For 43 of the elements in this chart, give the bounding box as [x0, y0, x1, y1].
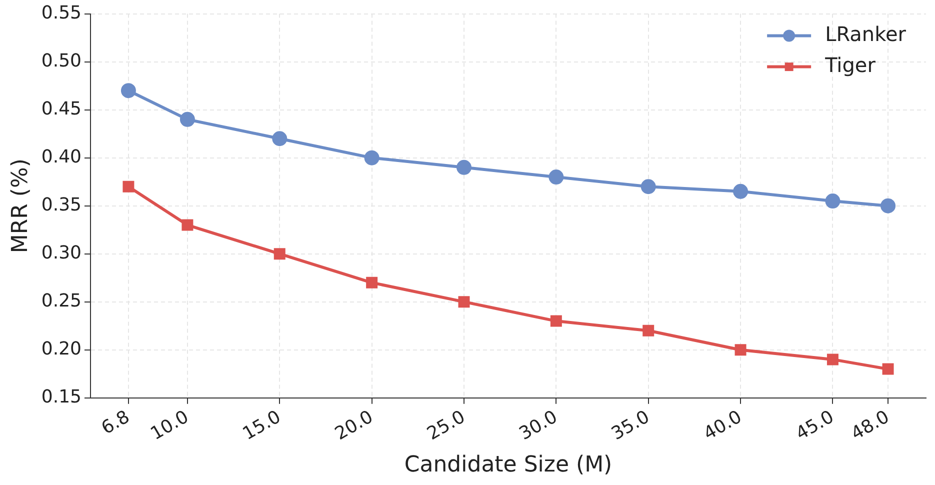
- point: [825, 194, 840, 209]
- x-axis-title: Candidate Size (M): [404, 452, 612, 478]
- x-tick-label: 45.0: [792, 406, 838, 445]
- legend-label: Tiger: [824, 53, 876, 78]
- point: [122, 180, 134, 192]
- point: [180, 112, 195, 127]
- point: [120, 83, 136, 98]
- y-tick-label: 0.25: [41, 290, 82, 312]
- point: [882, 363, 894, 375]
- y-tick-label: 0.55: [41, 2, 82, 24]
- point: [642, 324, 654, 336]
- y-tick-label: 0.40: [41, 146, 82, 168]
- y-tick-label: 0.20: [41, 338, 82, 360]
- x-tick-label: 35.0: [608, 406, 654, 445]
- point: [548, 170, 564, 185]
- y-tick-label: 0.45: [41, 98, 82, 120]
- y-axis-title: MRR (%): [8, 158, 33, 254]
- x-tick-label: 48.0: [848, 406, 893, 445]
- point: [880, 198, 896, 214]
- y-tick-label: 0.35: [41, 194, 82, 216]
- point: [826, 354, 838, 366]
- x-tick-label: 30.0: [516, 406, 562, 445]
- x-tick-label: 20.0: [331, 406, 377, 445]
- x-tick-label: 40.0: [700, 406, 746, 445]
- point: [733, 184, 748, 199]
- point: [550, 315, 562, 327]
- x-tick-label: 6.8: [98, 406, 134, 439]
- y-tick-label: 0.15: [41, 386, 82, 408]
- point: [274, 248, 286, 260]
- legend-label: LRanker: [825, 22, 907, 46]
- point: [734, 344, 746, 356]
- y-tick-label: 0.50: [41, 50, 82, 72]
- x-tick-label: 15.0: [239, 406, 284, 445]
- y-tick-label: 0.30: [41, 242, 82, 264]
- point: [456, 160, 472, 175]
- x-tick-label: 25.0: [424, 406, 469, 445]
- point: [272, 131, 288, 146]
- point: [182, 219, 194, 231]
- point: [458, 296, 470, 308]
- x-tick-label: 10.0: [147, 406, 192, 445]
- point: [640, 179, 656, 194]
- point: [364, 150, 380, 166]
- point: [366, 276, 378, 288]
